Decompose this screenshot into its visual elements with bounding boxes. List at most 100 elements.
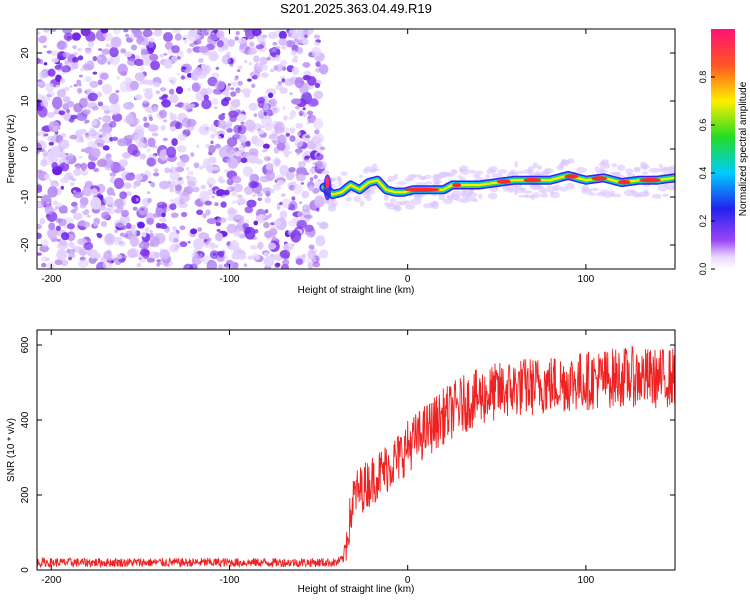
noise-blob	[123, 29, 129, 33]
noise-blob	[122, 152, 131, 159]
noise-blob	[61, 65, 71, 73]
noise-blob	[191, 82, 201, 93]
noise-blob	[192, 186, 200, 193]
noise-blob	[291, 66, 300, 76]
track-peak-segment	[591, 176, 608, 181]
noise-blob	[259, 56, 268, 66]
track-halo-blob	[658, 167, 670, 173]
noise-blob	[283, 245, 290, 251]
track-halo-blob	[438, 197, 446, 201]
noise-blob	[170, 126, 176, 132]
track-halo-blob	[340, 171, 348, 176]
noise-blob	[316, 152, 320, 157]
noise-blob	[114, 208, 122, 214]
track-halo-blob	[432, 173, 440, 181]
noise-blob	[132, 229, 137, 235]
noise-blob	[56, 40, 68, 51]
noise-blob	[97, 117, 103, 120]
track-halo-blob	[533, 185, 543, 190]
noise-blob	[55, 84, 60, 88]
noise-blob	[159, 180, 170, 190]
noise-blob	[103, 250, 112, 260]
noise-blob	[48, 178, 53, 182]
track-halo-blob	[506, 187, 515, 193]
noise-blob	[127, 58, 137, 66]
noise-blob	[166, 146, 177, 158]
track-peak-segment	[564, 174, 579, 179]
noise-blob	[163, 53, 168, 56]
noise-blob	[57, 69, 61, 72]
noise-blob	[319, 64, 329, 75]
noise-blob	[97, 143, 104, 148]
top-y-axis-label: Frequency (Hz)	[6, 115, 17, 184]
noise-blob	[59, 240, 67, 246]
track-halo-blob	[554, 187, 559, 191]
noise-blob	[225, 94, 230, 98]
noise-blob	[48, 141, 54, 146]
noise-blob	[193, 67, 203, 76]
noise-blob	[208, 51, 219, 62]
track-halo-blob	[389, 198, 397, 203]
noise-blob	[245, 46, 251, 50]
noise-blob	[282, 106, 286, 110]
noise-blob	[313, 34, 321, 39]
noise-blob	[226, 127, 233, 133]
noise-blob	[161, 224, 168, 229]
noise-blob	[146, 157, 156, 167]
noise-blob	[159, 53, 164, 58]
track-halo-blob	[668, 165, 675, 169]
track-halo-blob	[431, 202, 440, 210]
noise-blob	[142, 100, 148, 104]
track-peak-segment	[618, 180, 631, 185]
noise-blob	[216, 217, 227, 224]
noise-blob	[53, 111, 58, 115]
noise-blob	[138, 206, 149, 216]
noise-blob	[311, 46, 322, 58]
colorbar-label: Normalized spectral amplitude	[738, 81, 749, 216]
noise-blob	[73, 45, 77, 50]
noise-blob	[275, 257, 280, 262]
noise-blob	[208, 33, 219, 41]
noise-blob	[171, 138, 178, 146]
noise-blob	[68, 117, 75, 123]
noise-blob	[272, 42, 278, 46]
noise-blob	[261, 187, 272, 194]
track-halo-blob	[642, 171, 649, 175]
noise-blob	[274, 219, 282, 226]
noise-blob	[100, 221, 108, 227]
noise-blob	[79, 197, 89, 206]
chart-title: S201.2025.363.04.49.R19	[280, 1, 432, 16]
noise-blob	[190, 152, 195, 158]
noise-blob	[302, 62, 311, 68]
noise-blob	[172, 226, 177, 230]
track-halo-blob	[522, 190, 533, 194]
noise-blob	[109, 121, 117, 128]
noise-blob	[287, 151, 293, 154]
track-halo-blob	[383, 194, 389, 202]
noise-blob	[291, 196, 296, 201]
track-halo-blob	[396, 181, 407, 186]
noise-blob	[238, 146, 246, 153]
noise-blob	[295, 123, 304, 129]
noise-blob	[37, 224, 43, 230]
noise-blob	[226, 223, 237, 234]
track-halo-blob	[468, 169, 476, 174]
colorbar-ticks: 0.0 0.2 0.4 0.6 0.8	[698, 71, 715, 275]
track-halo-blob	[478, 193, 483, 200]
noise-blob	[231, 191, 238, 197]
track-halo-blob	[345, 196, 352, 202]
noise-blob	[123, 102, 135, 110]
noise-blob	[112, 136, 118, 141]
noise-blob	[295, 80, 300, 84]
colorbar-gradient	[711, 29, 735, 269]
noise-blob	[153, 172, 160, 177]
noise-blob	[164, 167, 171, 174]
noise-blob	[181, 66, 187, 70]
noise-blob	[113, 177, 125, 190]
noise-blob	[214, 80, 225, 91]
noise-blob	[47, 68, 56, 77]
noise-blob	[42, 45, 47, 48]
noise-blob	[211, 98, 219, 105]
noise-blob	[72, 212, 83, 220]
noise-blob	[198, 165, 204, 170]
